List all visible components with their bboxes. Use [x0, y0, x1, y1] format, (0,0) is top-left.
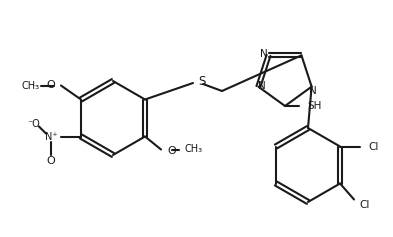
Text: ⁻O: ⁻O: [28, 118, 40, 128]
Text: N: N: [260, 49, 267, 59]
Text: N⁺: N⁺: [45, 132, 57, 141]
Text: O: O: [47, 156, 55, 167]
Text: O: O: [167, 146, 176, 155]
Text: SH: SH: [307, 101, 321, 111]
Text: CH₃: CH₃: [22, 81, 40, 91]
Text: CH₃: CH₃: [184, 145, 202, 155]
Text: Cl: Cl: [359, 201, 369, 210]
Text: N: N: [259, 81, 266, 91]
Text: methoxy: methoxy: [33, 85, 39, 86]
Text: N: N: [309, 86, 316, 96]
Text: O: O: [46, 79, 55, 90]
Text: Cl: Cl: [368, 141, 378, 151]
Text: S: S: [198, 74, 206, 87]
